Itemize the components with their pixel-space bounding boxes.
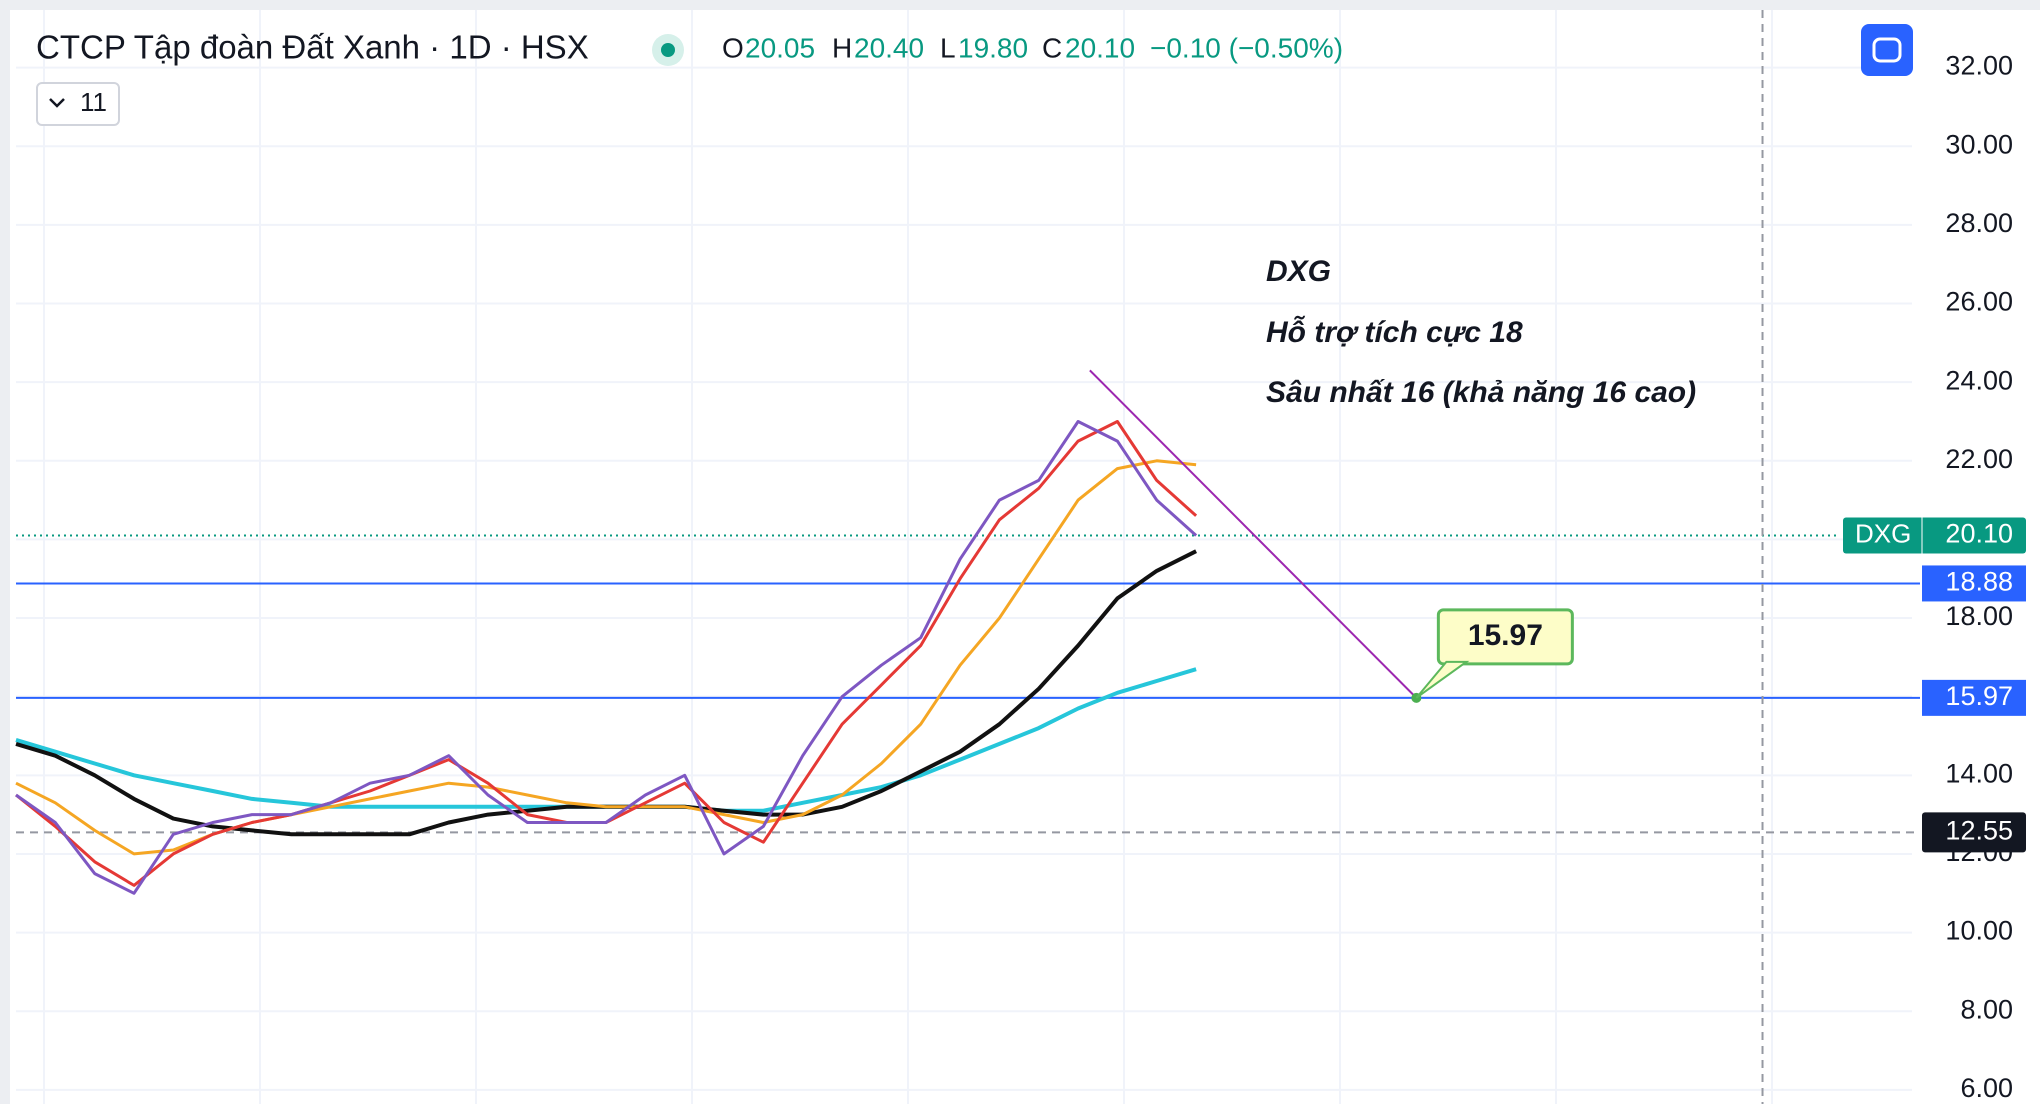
status-dot xyxy=(661,43,675,57)
trendline xyxy=(1089,369,1418,699)
ohlc-label: O xyxy=(722,32,744,63)
y-tick-label: 10.00 xyxy=(1945,916,2013,946)
frame-top xyxy=(0,0,2040,10)
y-tick-label: 24.00 xyxy=(1945,365,2013,395)
y-tick-label: 32.00 xyxy=(1945,51,2013,81)
y-tick-label: 28.00 xyxy=(1945,208,2013,238)
symbol-badge-label: DXG xyxy=(1855,518,1911,548)
fullscreen-button[interactable] xyxy=(1861,24,1913,76)
last-price-label: 20.10 xyxy=(1945,519,2013,549)
y-tick-label: 22.00 xyxy=(1945,444,2013,474)
indicator-count: 11 xyxy=(80,87,107,117)
frame-left xyxy=(0,0,10,1104)
ohlc-label: H xyxy=(832,32,852,63)
symbol-badge xyxy=(1843,517,2026,554)
price-badge xyxy=(1922,565,2026,602)
y-tick-label: 18.00 xyxy=(1945,601,2013,631)
annotation: DXG xyxy=(1266,255,1331,288)
lines xyxy=(15,10,1920,1104)
annotation: Hỗ trợ tích cực 18 xyxy=(1266,315,1523,349)
button-icon xyxy=(1872,37,1902,63)
callout-tail xyxy=(1415,660,1470,699)
series-line xyxy=(15,420,1198,895)
y-tick-label: 14.00 xyxy=(1945,758,2013,788)
indicators-toggle[interactable] xyxy=(36,82,120,126)
callout-label: 15.97 xyxy=(1468,619,1543,652)
price-badge xyxy=(1922,679,2026,716)
y-tick-label: 6.00 xyxy=(1960,1073,2013,1103)
crosshair-label: 12.55 xyxy=(1945,815,2013,845)
labels: 6.008.0010.0012.0014.0016.0018.0020.0022… xyxy=(1415,51,2026,1103)
y-tick-label: 8.00 xyxy=(1960,994,2013,1024)
ohlc-value: 20.10 xyxy=(1065,32,1135,63)
grid xyxy=(16,10,1912,1104)
chart-title: CTCP Tập đoàn Đất Xanh · 1D · HSX xyxy=(36,29,589,66)
ohlc-label: C xyxy=(1042,32,1062,63)
annotation: Sâu nhất 16 (khả năng 16 cao) xyxy=(1266,376,1696,409)
y-tick-label: 30.00 xyxy=(1945,129,2013,159)
price-badge-label: 18.88 xyxy=(1945,567,2013,597)
price-badge-label: 15.97 xyxy=(1945,681,2013,711)
callout-box xyxy=(1436,608,1574,666)
y-tick-label: 26.00 xyxy=(1945,287,2013,317)
chevron-icon xyxy=(49,98,65,108)
ohlc-value: 20.40 xyxy=(854,32,924,63)
ohlc-label: L xyxy=(940,32,956,63)
ohlc-value: 20.05 xyxy=(745,32,815,63)
ohlc-change: −0.10 (−0.50%) xyxy=(1150,32,1343,63)
crosshair-badge xyxy=(1922,812,2026,853)
ohlc-value: 19.80 xyxy=(958,32,1028,63)
